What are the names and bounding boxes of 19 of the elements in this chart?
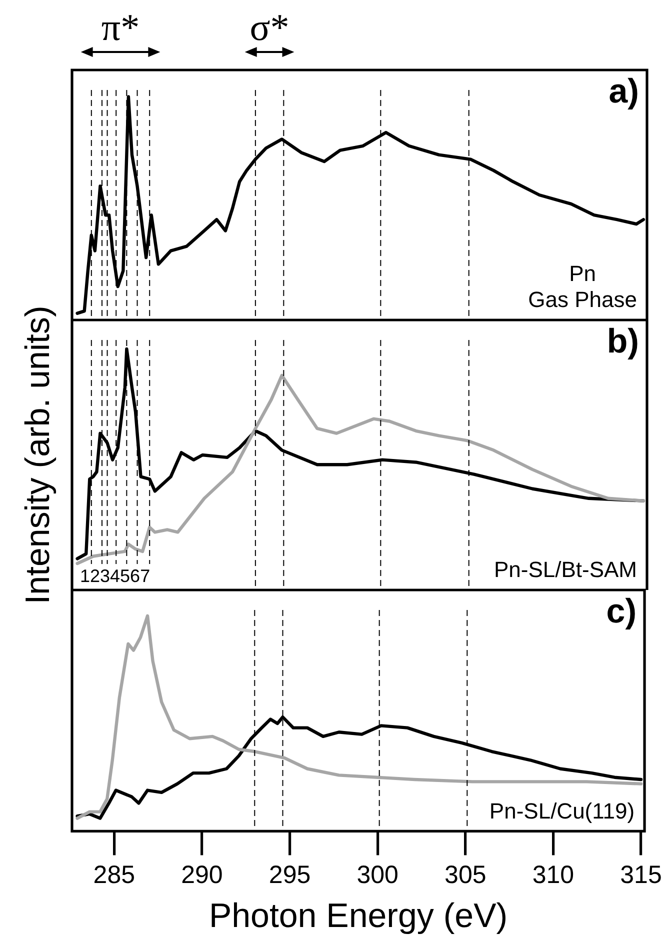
y-axis-title: Intensity (arb. units) <box>19 306 57 604</box>
x-tick-label: 315 <box>620 861 662 890</box>
x-tick-label: 305 <box>444 861 486 890</box>
annotation: 1234567 <box>80 566 150 586</box>
annotation: a) <box>608 72 639 110</box>
text: σ* <box>250 7 290 49</box>
annotation: b) <box>606 322 639 360</box>
annotation: c) <box>606 592 637 630</box>
annotation: Gas Phase <box>528 287 637 312</box>
x-axis-title: Photon Energy (eV) <box>208 896 508 935</box>
x-tick-label: 295 <box>268 861 311 890</box>
annotation: Pn <box>569 261 596 286</box>
x-tick-label: 310 <box>532 861 574 890</box>
text: π* <box>101 7 140 49</box>
annotation: Pn-SL/Bt-SAM <box>494 557 637 582</box>
x-tick-label: 300 <box>356 861 398 890</box>
annotation: Pn-SL/Cu(119) <box>489 798 635 824</box>
x-tick-label: 285 <box>93 861 136 890</box>
x-tick-label: 290 <box>181 861 223 890</box>
